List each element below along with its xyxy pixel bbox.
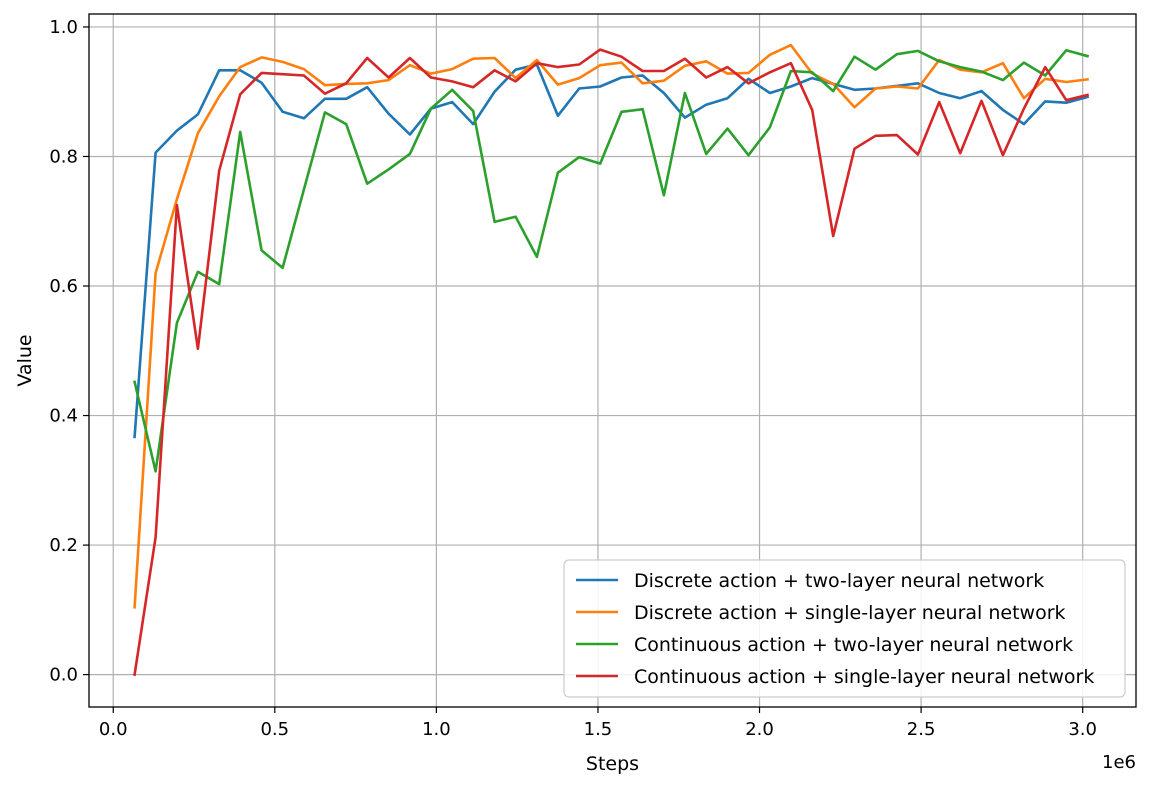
y-tick-label: 0.6 bbox=[49, 276, 78, 297]
y-tick-label: 1.0 bbox=[49, 17, 78, 38]
y-tick-label: 0.2 bbox=[49, 535, 78, 556]
series-lines bbox=[133, 43, 1090, 677]
x-axis-offset-label: 1e6 bbox=[1102, 752, 1136, 773]
legend: Discrete action + two-layer neural netwo… bbox=[563, 559, 1126, 698]
series-line-1 bbox=[133, 63, 1090, 439]
series-line-3 bbox=[133, 48, 1090, 473]
x-tick-label: 0.0 bbox=[99, 719, 128, 740]
legend-entry-label: Continuous action + single-layer neural … bbox=[634, 666, 1094, 688]
x-tick-label: 1.0 bbox=[422, 719, 451, 740]
x-tick-label: 1.5 bbox=[584, 719, 613, 740]
x-tick-label: 3.0 bbox=[1068, 719, 1097, 740]
x-tick-label: 2.5 bbox=[907, 719, 936, 740]
legend-entry-label: Continuous action + two-layer neural net… bbox=[634, 634, 1073, 656]
x-tick-label: 2.0 bbox=[745, 719, 774, 740]
series-line-4 bbox=[133, 48, 1090, 677]
legend-entry-label: Discrete action + two-layer neural netwo… bbox=[634, 570, 1044, 592]
x-axis-ticks: 0.0 0.5 1.0 1.5 2.0 2.5 3.0 bbox=[99, 707, 1097, 740]
y-tick-label: 0.8 bbox=[49, 146, 78, 167]
plot-area-frame bbox=[88, 13, 1137, 708]
y-axis-label: Value bbox=[14, 334, 36, 386]
series-line-2 bbox=[133, 43, 1089, 609]
legend-box bbox=[563, 559, 1126, 698]
x-tick-label: 0.5 bbox=[260, 719, 289, 740]
grid bbox=[89, 14, 1136, 707]
x-axis-label: Steps bbox=[586, 753, 639, 775]
legend-entry-label: Discrete action + single-layer neural ne… bbox=[634, 602, 1066, 624]
y-tick-label: 0.0 bbox=[49, 665, 78, 686]
y-axis-ticks: 0.0 0.2 0.4 0.6 0.8 1.0 bbox=[49, 17, 89, 686]
y-tick-label: 0.4 bbox=[49, 406, 78, 427]
